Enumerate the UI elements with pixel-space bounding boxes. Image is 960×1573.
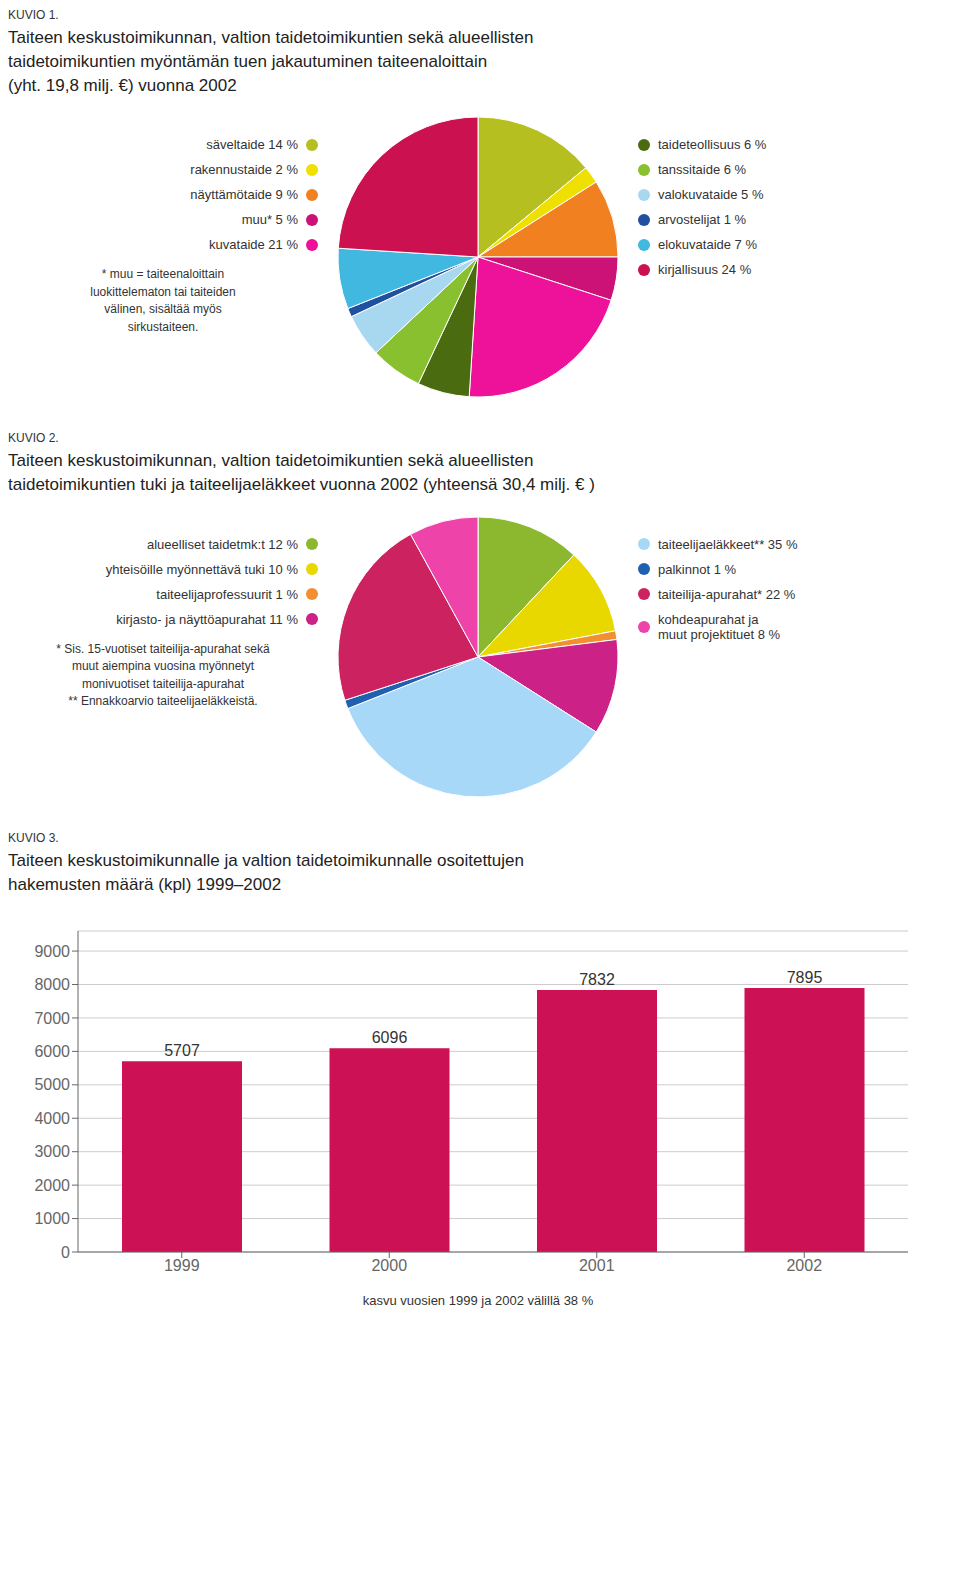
html-text:alueelliset taidetmk:t 12 %: alueelliset taidetmk:t 12 % (147, 537, 298, 552)
svg-text:2000: 2000 (371, 1257, 407, 1274)
html-text:yhteisöille myönnettävä tuki 1: yhteisöille myönnettävä tuki 10 % (105, 562, 298, 577)
html-text:kohdeapurahat ja muut projekti: kohdeapurahat ja muut projektituet 8 % (658, 612, 781, 642)
svg-text:2002: 2002 (786, 1257, 822, 1274)
svg-text:3000: 3000 (34, 1143, 70, 1160)
html-text:Taiteen keskustoimikunnan, val: Taiteen keskustoimikunnan, valtion taide… (8, 28, 534, 95)
html-text:säveltaide 14 %: säveltaide 14 % (206, 137, 298, 153)
html-text:taideteollisuus 6 %: taideteollisuus 6 % (658, 137, 767, 153)
svg-text:0: 0 (61, 1243, 70, 1260)
html-text:* Sis. 15-vuotiset taiteilija-: * Sis. 15-vuotiset taiteilija-apurahat s… (56, 642, 270, 709)
svg-text:7832: 7832 (579, 971, 615, 988)
html-text:taiteelijaeläkkeet** 35 %: taiteelijaeläkkeet** 35 % (658, 537, 798, 552)
svg-text:1999: 1999 (164, 1257, 200, 1274)
html-text:kasvu vuosien 1999 ja 2002 väl: kasvu vuosien 1999 ja 2002 välillä 38 % (362, 1292, 594, 1308)
svg-text:4000: 4000 (34, 1110, 70, 1127)
html-text:elokuvataide 7 %: elokuvataide 7 % (658, 237, 757, 253)
svg-text:2001: 2001 (579, 1257, 615, 1274)
svg-text:8000: 8000 (34, 976, 70, 993)
svg-text:2000: 2000 (34, 1176, 70, 1193)
html-text:taiteilija-apurahat* 22 %: taiteilija-apurahat* 22 % (658, 587, 796, 602)
html-text:palkinnot 1 %: palkinnot 1 % (658, 562, 737, 577)
html-text:taiteelijaprofessuurit 1 %: taiteelijaprofessuurit 1 % (156, 587, 298, 602)
html-text:rakennustaide 2 %: rakennustaide 2 % (190, 162, 298, 178)
html-text:KUVIO 3.: KUVIO 3. (8, 831, 59, 845)
html-text:muu* 5 %: muu* 5 % (241, 212, 298, 228)
svg-text:5000: 5000 (34, 1076, 70, 1093)
html-text:kirjasto- ja näyttöapurahat 11: kirjasto- ja näyttöapurahat 11 % (116, 612, 298, 627)
html-text:KUVIO 2.: KUVIO 2. (8, 431, 59, 446)
html-text:tanssitaide 6 %: tanssitaide 6 % (658, 162, 747, 178)
html-text:kuvataide 21 %: kuvataide 21 % (209, 237, 298, 253)
html-text:arvostelijat 1 %: arvostelijat 1 % (658, 212, 747, 228)
html-text:* muu = taiteenaloittain luoki: * muu = taiteenaloittain luokittelematon… (90, 267, 236, 334)
html-text:Taiteen keskustoimikunnalle ja: Taiteen keskustoimikunnalle ja valtion t… (8, 851, 524, 894)
html-text:kirjallisuus 24 %: kirjallisuus 24 % (658, 262, 752, 278)
html-text:valokuvataide 5 %: valokuvataide 5 % (658, 187, 764, 203)
svg-text:6096: 6096 (372, 1029, 408, 1046)
html-text:KUVIO 1.: KUVIO 1. (8, 8, 59, 22)
html-text:Taiteen keskustoimikunnan, val: Taiteen keskustoimikunnan, valtion taide… (8, 451, 595, 495)
svg-text:6000: 6000 (34, 1043, 70, 1060)
svg-text:1000: 1000 (34, 1210, 70, 1227)
html-text:näyttämötaide 9 %: näyttämötaide 9 % (190, 187, 298, 203)
svg-text:9000: 9000 (34, 942, 70, 959)
svg-text:7000: 7000 (34, 1009, 70, 1026)
svg-text:5707: 5707 (164, 1042, 200, 1059)
svg-text:7895: 7895 (787, 969, 823, 986)
